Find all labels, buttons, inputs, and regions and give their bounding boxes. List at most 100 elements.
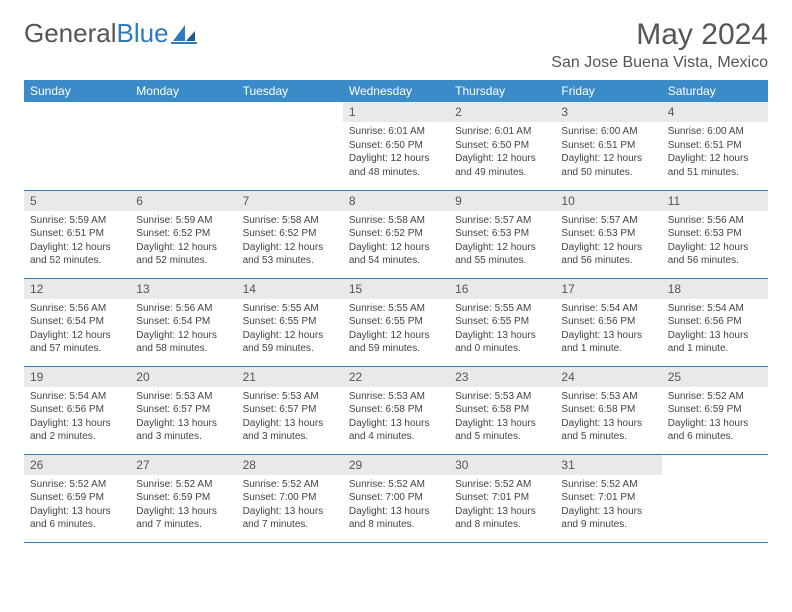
logo: GeneralBlue	[24, 18, 197, 49]
calendar-body: 1Sunrise: 6:01 AMSunset: 6:50 PMDaylight…	[24, 102, 768, 542]
day-number: 31	[555, 455, 661, 475]
day-number: 17	[555, 279, 661, 299]
day-number: 24	[555, 367, 661, 387]
day-number: 27	[130, 455, 236, 475]
calendar-day-cell: 17Sunrise: 5:54 AMSunset: 6:56 PMDayligh…	[555, 278, 661, 366]
day-details: Sunrise: 5:53 AMSunset: 6:58 PMDaylight:…	[449, 387, 555, 448]
calendar-day-cell: 14Sunrise: 5:55 AMSunset: 6:55 PMDayligh…	[237, 278, 343, 366]
day-details: Sunrise: 5:54 AMSunset: 6:56 PMDaylight:…	[24, 387, 130, 448]
calendar-day-cell: 28Sunrise: 5:52 AMSunset: 7:00 PMDayligh…	[237, 454, 343, 542]
weekday-header-row: SundayMondayTuesdayWednesdayThursdayFrid…	[24, 80, 768, 102]
day-number: 6	[130, 191, 236, 211]
day-details: Sunrise: 5:54 AMSunset: 6:56 PMDaylight:…	[555, 299, 661, 360]
day-number: 29	[343, 455, 449, 475]
calendar-day-cell: 2Sunrise: 6:01 AMSunset: 6:50 PMDaylight…	[449, 102, 555, 190]
calendar-day-cell: 19Sunrise: 5:54 AMSunset: 6:56 PMDayligh…	[24, 366, 130, 454]
day-details: Sunrise: 5:55 AMSunset: 6:55 PMDaylight:…	[449, 299, 555, 360]
day-details: Sunrise: 5:53 AMSunset: 6:57 PMDaylight:…	[237, 387, 343, 448]
calendar-day-cell	[237, 102, 343, 190]
calendar-day-cell: 5Sunrise: 5:59 AMSunset: 6:51 PMDaylight…	[24, 190, 130, 278]
day-details: Sunrise: 5:52 AMSunset: 6:59 PMDaylight:…	[662, 387, 768, 448]
calendar-week-row: 12Sunrise: 5:56 AMSunset: 6:54 PMDayligh…	[24, 278, 768, 366]
calendar-week-row: 26Sunrise: 5:52 AMSunset: 6:59 PMDayligh…	[24, 454, 768, 542]
day-number: 10	[555, 191, 661, 211]
calendar-day-cell: 12Sunrise: 5:56 AMSunset: 6:54 PMDayligh…	[24, 278, 130, 366]
day-details: Sunrise: 5:54 AMSunset: 6:56 PMDaylight:…	[662, 299, 768, 360]
calendar-day-cell: 23Sunrise: 5:53 AMSunset: 6:58 PMDayligh…	[449, 366, 555, 454]
calendar-day-cell: 26Sunrise: 5:52 AMSunset: 6:59 PMDayligh…	[24, 454, 130, 542]
weekday-header: Thursday	[449, 80, 555, 102]
day-number: 16	[449, 279, 555, 299]
day-number: 22	[343, 367, 449, 387]
calendar-day-cell: 13Sunrise: 5:56 AMSunset: 6:54 PMDayligh…	[130, 278, 236, 366]
day-details: Sunrise: 5:57 AMSunset: 6:53 PMDaylight:…	[555, 211, 661, 272]
day-number: 18	[662, 279, 768, 299]
calendar-day-cell: 21Sunrise: 5:53 AMSunset: 6:57 PMDayligh…	[237, 366, 343, 454]
day-details: Sunrise: 5:52 AMSunset: 7:01 PMDaylight:…	[555, 475, 661, 536]
logo-sail-icon	[171, 23, 197, 45]
calendar-day-cell: 7Sunrise: 5:58 AMSunset: 6:52 PMDaylight…	[237, 190, 343, 278]
calendar-day-cell: 24Sunrise: 5:53 AMSunset: 6:58 PMDayligh…	[555, 366, 661, 454]
calendar-day-cell: 27Sunrise: 5:52 AMSunset: 6:59 PMDayligh…	[130, 454, 236, 542]
calendar-day-cell: 20Sunrise: 5:53 AMSunset: 6:57 PMDayligh…	[130, 366, 236, 454]
calendar-day-cell: 30Sunrise: 5:52 AMSunset: 7:01 PMDayligh…	[449, 454, 555, 542]
day-details: Sunrise: 5:56 AMSunset: 6:54 PMDaylight:…	[24, 299, 130, 360]
day-number: 4	[662, 102, 768, 122]
day-details: Sunrise: 5:58 AMSunset: 6:52 PMDaylight:…	[237, 211, 343, 272]
day-details: Sunrise: 5:55 AMSunset: 6:55 PMDaylight:…	[343, 299, 449, 360]
day-details: Sunrise: 5:52 AMSunset: 6:59 PMDaylight:…	[130, 475, 236, 536]
day-number: 5	[24, 191, 130, 211]
calendar-week-row: 1Sunrise: 6:01 AMSunset: 6:50 PMDaylight…	[24, 102, 768, 190]
calendar-day-cell: 3Sunrise: 6:00 AMSunset: 6:51 PMDaylight…	[555, 102, 661, 190]
calendar-day-cell: 10Sunrise: 5:57 AMSunset: 6:53 PMDayligh…	[555, 190, 661, 278]
day-details: Sunrise: 5:53 AMSunset: 6:58 PMDaylight:…	[555, 387, 661, 448]
day-number: 15	[343, 279, 449, 299]
day-number: 1	[343, 102, 449, 122]
day-number: 14	[237, 279, 343, 299]
day-number: 13	[130, 279, 236, 299]
calendar-day-cell: 4Sunrise: 6:00 AMSunset: 6:51 PMDaylight…	[662, 102, 768, 190]
calendar-day-cell: 8Sunrise: 5:58 AMSunset: 6:52 PMDaylight…	[343, 190, 449, 278]
day-details: Sunrise: 6:00 AMSunset: 6:51 PMDaylight:…	[662, 122, 768, 183]
day-details: Sunrise: 5:57 AMSunset: 6:53 PMDaylight:…	[449, 211, 555, 272]
day-number: 12	[24, 279, 130, 299]
logo-text-blue: Blue	[117, 18, 169, 49]
calendar-day-cell	[130, 102, 236, 190]
weekday-header: Saturday	[662, 80, 768, 102]
calendar-day-cell: 1Sunrise: 6:01 AMSunset: 6:50 PMDaylight…	[343, 102, 449, 190]
day-details: Sunrise: 6:01 AMSunset: 6:50 PMDaylight:…	[343, 122, 449, 183]
month-title: May 2024	[551, 18, 768, 52]
weekday-header: Monday	[130, 80, 236, 102]
calendar-day-cell: 29Sunrise: 5:52 AMSunset: 7:00 PMDayligh…	[343, 454, 449, 542]
day-number: 3	[555, 102, 661, 122]
calendar-day-cell: 16Sunrise: 5:55 AMSunset: 6:55 PMDayligh…	[449, 278, 555, 366]
calendar-day-cell: 25Sunrise: 5:52 AMSunset: 6:59 PMDayligh…	[662, 366, 768, 454]
day-number: 8	[343, 191, 449, 211]
calendar-table: SundayMondayTuesdayWednesdayThursdayFrid…	[24, 80, 768, 543]
calendar-day-cell: 11Sunrise: 5:56 AMSunset: 6:53 PMDayligh…	[662, 190, 768, 278]
header: GeneralBlue May 2024 San Jose Buena Vist…	[24, 18, 768, 72]
logo-text-gray: General	[24, 18, 117, 49]
day-details: Sunrise: 5:52 AMSunset: 7:01 PMDaylight:…	[449, 475, 555, 536]
day-number: 19	[24, 367, 130, 387]
calendar-day-cell: 22Sunrise: 5:53 AMSunset: 6:58 PMDayligh…	[343, 366, 449, 454]
day-number: 21	[237, 367, 343, 387]
day-details: Sunrise: 5:52 AMSunset: 7:00 PMDaylight:…	[343, 475, 449, 536]
day-number: 28	[237, 455, 343, 475]
calendar-day-cell: 18Sunrise: 5:54 AMSunset: 6:56 PMDayligh…	[662, 278, 768, 366]
day-number: 23	[449, 367, 555, 387]
day-details: Sunrise: 5:59 AMSunset: 6:51 PMDaylight:…	[24, 211, 130, 272]
weekday-header: Friday	[555, 80, 661, 102]
day-number: 11	[662, 191, 768, 211]
day-details: Sunrise: 5:55 AMSunset: 6:55 PMDaylight:…	[237, 299, 343, 360]
calendar-day-cell	[662, 454, 768, 542]
day-details: Sunrise: 6:01 AMSunset: 6:50 PMDaylight:…	[449, 122, 555, 183]
day-details: Sunrise: 5:52 AMSunset: 6:59 PMDaylight:…	[24, 475, 130, 536]
calendar-week-row: 5Sunrise: 5:59 AMSunset: 6:51 PMDaylight…	[24, 190, 768, 278]
calendar-week-row: 19Sunrise: 5:54 AMSunset: 6:56 PMDayligh…	[24, 366, 768, 454]
calendar-day-cell: 15Sunrise: 5:55 AMSunset: 6:55 PMDayligh…	[343, 278, 449, 366]
day-number: 2	[449, 102, 555, 122]
day-details: Sunrise: 5:56 AMSunset: 6:53 PMDaylight:…	[662, 211, 768, 272]
calendar-day-cell	[24, 102, 130, 190]
title-block: May 2024 San Jose Buena Vista, Mexico	[551, 18, 768, 72]
